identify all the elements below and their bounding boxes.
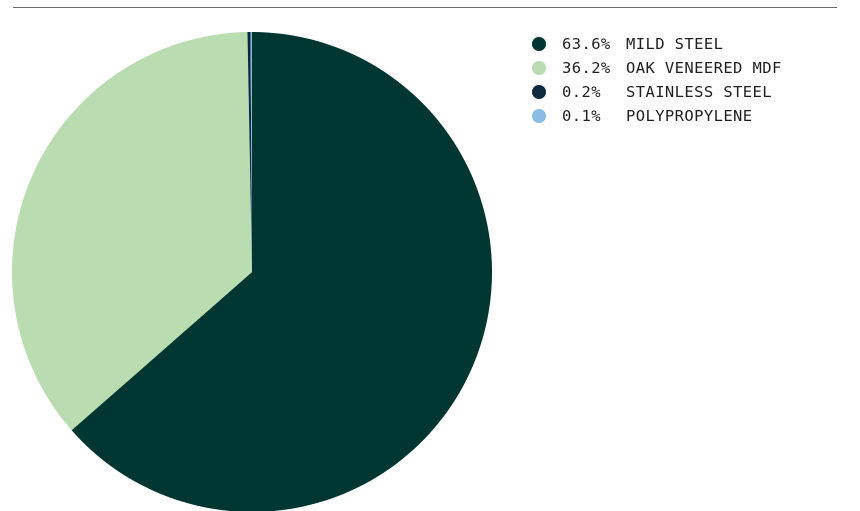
legend-marker-mild-steel bbox=[532, 36, 546, 51]
chart-legend: 63.6% MILD STEEL 36.2% OAK VENEERED MDF … bbox=[532, 33, 782, 126]
legend-item-polypropylene: 0.1% POLYPROPYLENE bbox=[532, 105, 782, 126]
legend-label: STAINLESS STEEL bbox=[626, 82, 772, 101]
legend-percent: 0.1% bbox=[562, 106, 601, 125]
legend-marker-oak-veneered-mdf bbox=[532, 60, 546, 75]
legend-marker-stainless-steel bbox=[532, 84, 546, 99]
legend-percent: 36.2% bbox=[562, 58, 611, 77]
top-divider bbox=[13, 7, 837, 8]
legend-percent: 0.2% bbox=[562, 82, 601, 101]
pie-chart bbox=[11, 31, 492, 511]
pie-slice-oak-veneered-mdf bbox=[11, 32, 253, 431]
pie-slice-polypropylene bbox=[250, 31, 252, 272]
legend-label: MILD STEEL bbox=[626, 34, 724, 53]
legend-percent: 63.6% bbox=[562, 34, 611, 53]
legend-item-oak-veneered-mdf: 36.2% OAK VENEERED MDF bbox=[532, 57, 782, 78]
legend-label: OAK VENEERED MDF bbox=[626, 58, 782, 77]
pie-slice-stainless-steel bbox=[247, 32, 252, 272]
legend-marker-polypropylene bbox=[532, 108, 546, 123]
pie-slice-mild-steel bbox=[71, 32, 492, 511]
legend-item-stainless-steel: 0.2% STAINLESS STEEL bbox=[532, 81, 782, 102]
legend-label: POLYPROPYLENE bbox=[626, 106, 753, 125]
legend-item-mild-steel: 63.6% MILD STEEL bbox=[532, 33, 782, 54]
